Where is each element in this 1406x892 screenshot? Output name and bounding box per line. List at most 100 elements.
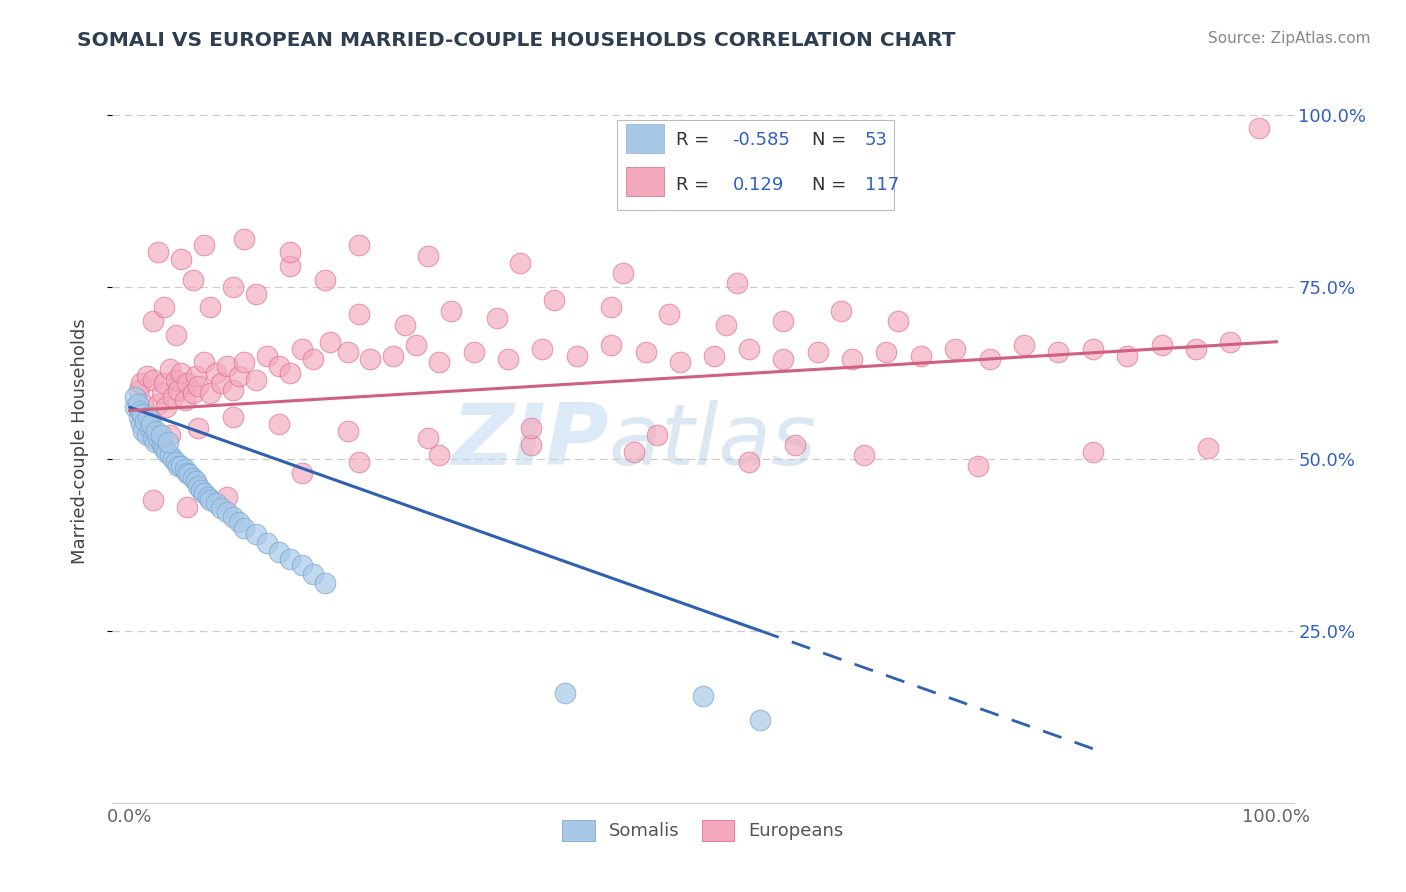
Text: -0.585: -0.585 xyxy=(733,131,790,149)
Point xyxy=(416,431,439,445)
Point xyxy=(302,567,325,582)
Point xyxy=(128,383,150,397)
Point xyxy=(245,286,267,301)
Point xyxy=(772,314,794,328)
Point xyxy=(291,558,314,573)
Point xyxy=(347,307,370,321)
Point xyxy=(256,535,278,549)
Point xyxy=(153,301,176,315)
Text: R =: R = xyxy=(676,176,709,194)
Point xyxy=(692,689,714,703)
Point xyxy=(887,314,910,328)
Point xyxy=(233,231,256,245)
Text: 0.129: 0.129 xyxy=(733,176,785,194)
Point xyxy=(302,351,325,366)
Point xyxy=(190,483,212,497)
Point xyxy=(129,403,152,417)
Point xyxy=(142,314,165,328)
Point xyxy=(142,431,165,445)
Point xyxy=(394,318,416,332)
Point xyxy=(910,349,932,363)
Point xyxy=(176,466,198,480)
Point xyxy=(173,393,195,408)
Point xyxy=(148,397,170,411)
Point xyxy=(176,376,198,390)
Point xyxy=(124,390,146,404)
Point xyxy=(669,355,692,369)
Point xyxy=(197,490,219,504)
Point xyxy=(166,383,188,397)
Point xyxy=(204,366,226,380)
Point xyxy=(278,259,301,273)
Point xyxy=(165,373,187,387)
Point xyxy=(150,386,173,401)
Point xyxy=(1012,338,1035,352)
Point xyxy=(186,369,208,384)
Point xyxy=(139,421,162,435)
Point xyxy=(738,455,761,469)
Point xyxy=(1150,338,1173,352)
Text: Source: ZipAtlas.com: Source: ZipAtlas.com xyxy=(1208,31,1371,46)
Point xyxy=(440,303,463,318)
Point xyxy=(267,359,290,373)
Point xyxy=(852,448,875,462)
Point xyxy=(217,359,239,373)
Point xyxy=(187,379,209,393)
Text: SOMALI VS EUROPEAN MARRIED-COUPLE HOUSEHOLDS CORRELATION CHART: SOMALI VS EUROPEAN MARRIED-COUPLE HOUSEH… xyxy=(77,31,956,50)
Point xyxy=(807,345,830,359)
Point xyxy=(645,427,668,442)
Point xyxy=(148,431,170,445)
Point xyxy=(162,390,184,404)
Point xyxy=(228,369,250,384)
Point xyxy=(725,277,748,291)
Point xyxy=(148,245,170,260)
Point xyxy=(135,417,157,432)
Point xyxy=(187,421,209,435)
Point xyxy=(198,493,221,508)
Point xyxy=(830,303,852,318)
Point xyxy=(427,355,450,369)
FancyBboxPatch shape xyxy=(626,167,664,196)
Point xyxy=(347,455,370,469)
Point xyxy=(135,427,157,442)
Point xyxy=(714,318,737,332)
Point xyxy=(405,338,427,352)
Point xyxy=(427,448,450,462)
Point xyxy=(496,351,519,366)
Point xyxy=(612,266,634,280)
Point xyxy=(124,400,146,414)
Point xyxy=(217,505,239,519)
Point xyxy=(170,458,193,473)
Point xyxy=(145,424,167,438)
Point xyxy=(165,455,187,469)
Point xyxy=(875,345,897,359)
Point xyxy=(193,486,215,500)
Point xyxy=(141,417,163,432)
Text: atlas: atlas xyxy=(609,400,817,483)
Point xyxy=(278,366,301,380)
Point xyxy=(245,527,267,541)
Point xyxy=(129,417,152,432)
Point xyxy=(245,373,267,387)
Point xyxy=(179,467,201,481)
Point xyxy=(162,451,184,466)
Point xyxy=(159,448,181,462)
Point xyxy=(1185,342,1208,356)
Point xyxy=(209,376,232,390)
Point xyxy=(278,245,301,260)
Point xyxy=(127,397,149,411)
Point xyxy=(143,434,166,449)
Point xyxy=(139,410,162,425)
Point xyxy=(359,351,381,366)
Point xyxy=(128,410,150,425)
Point xyxy=(204,496,226,510)
Point xyxy=(173,462,195,476)
Point xyxy=(314,273,336,287)
Point xyxy=(132,397,155,411)
Point xyxy=(485,310,508,325)
Text: N =: N = xyxy=(811,176,846,194)
Point xyxy=(165,327,187,342)
Point xyxy=(291,342,314,356)
Text: R =: R = xyxy=(676,131,709,149)
Point xyxy=(166,458,188,473)
